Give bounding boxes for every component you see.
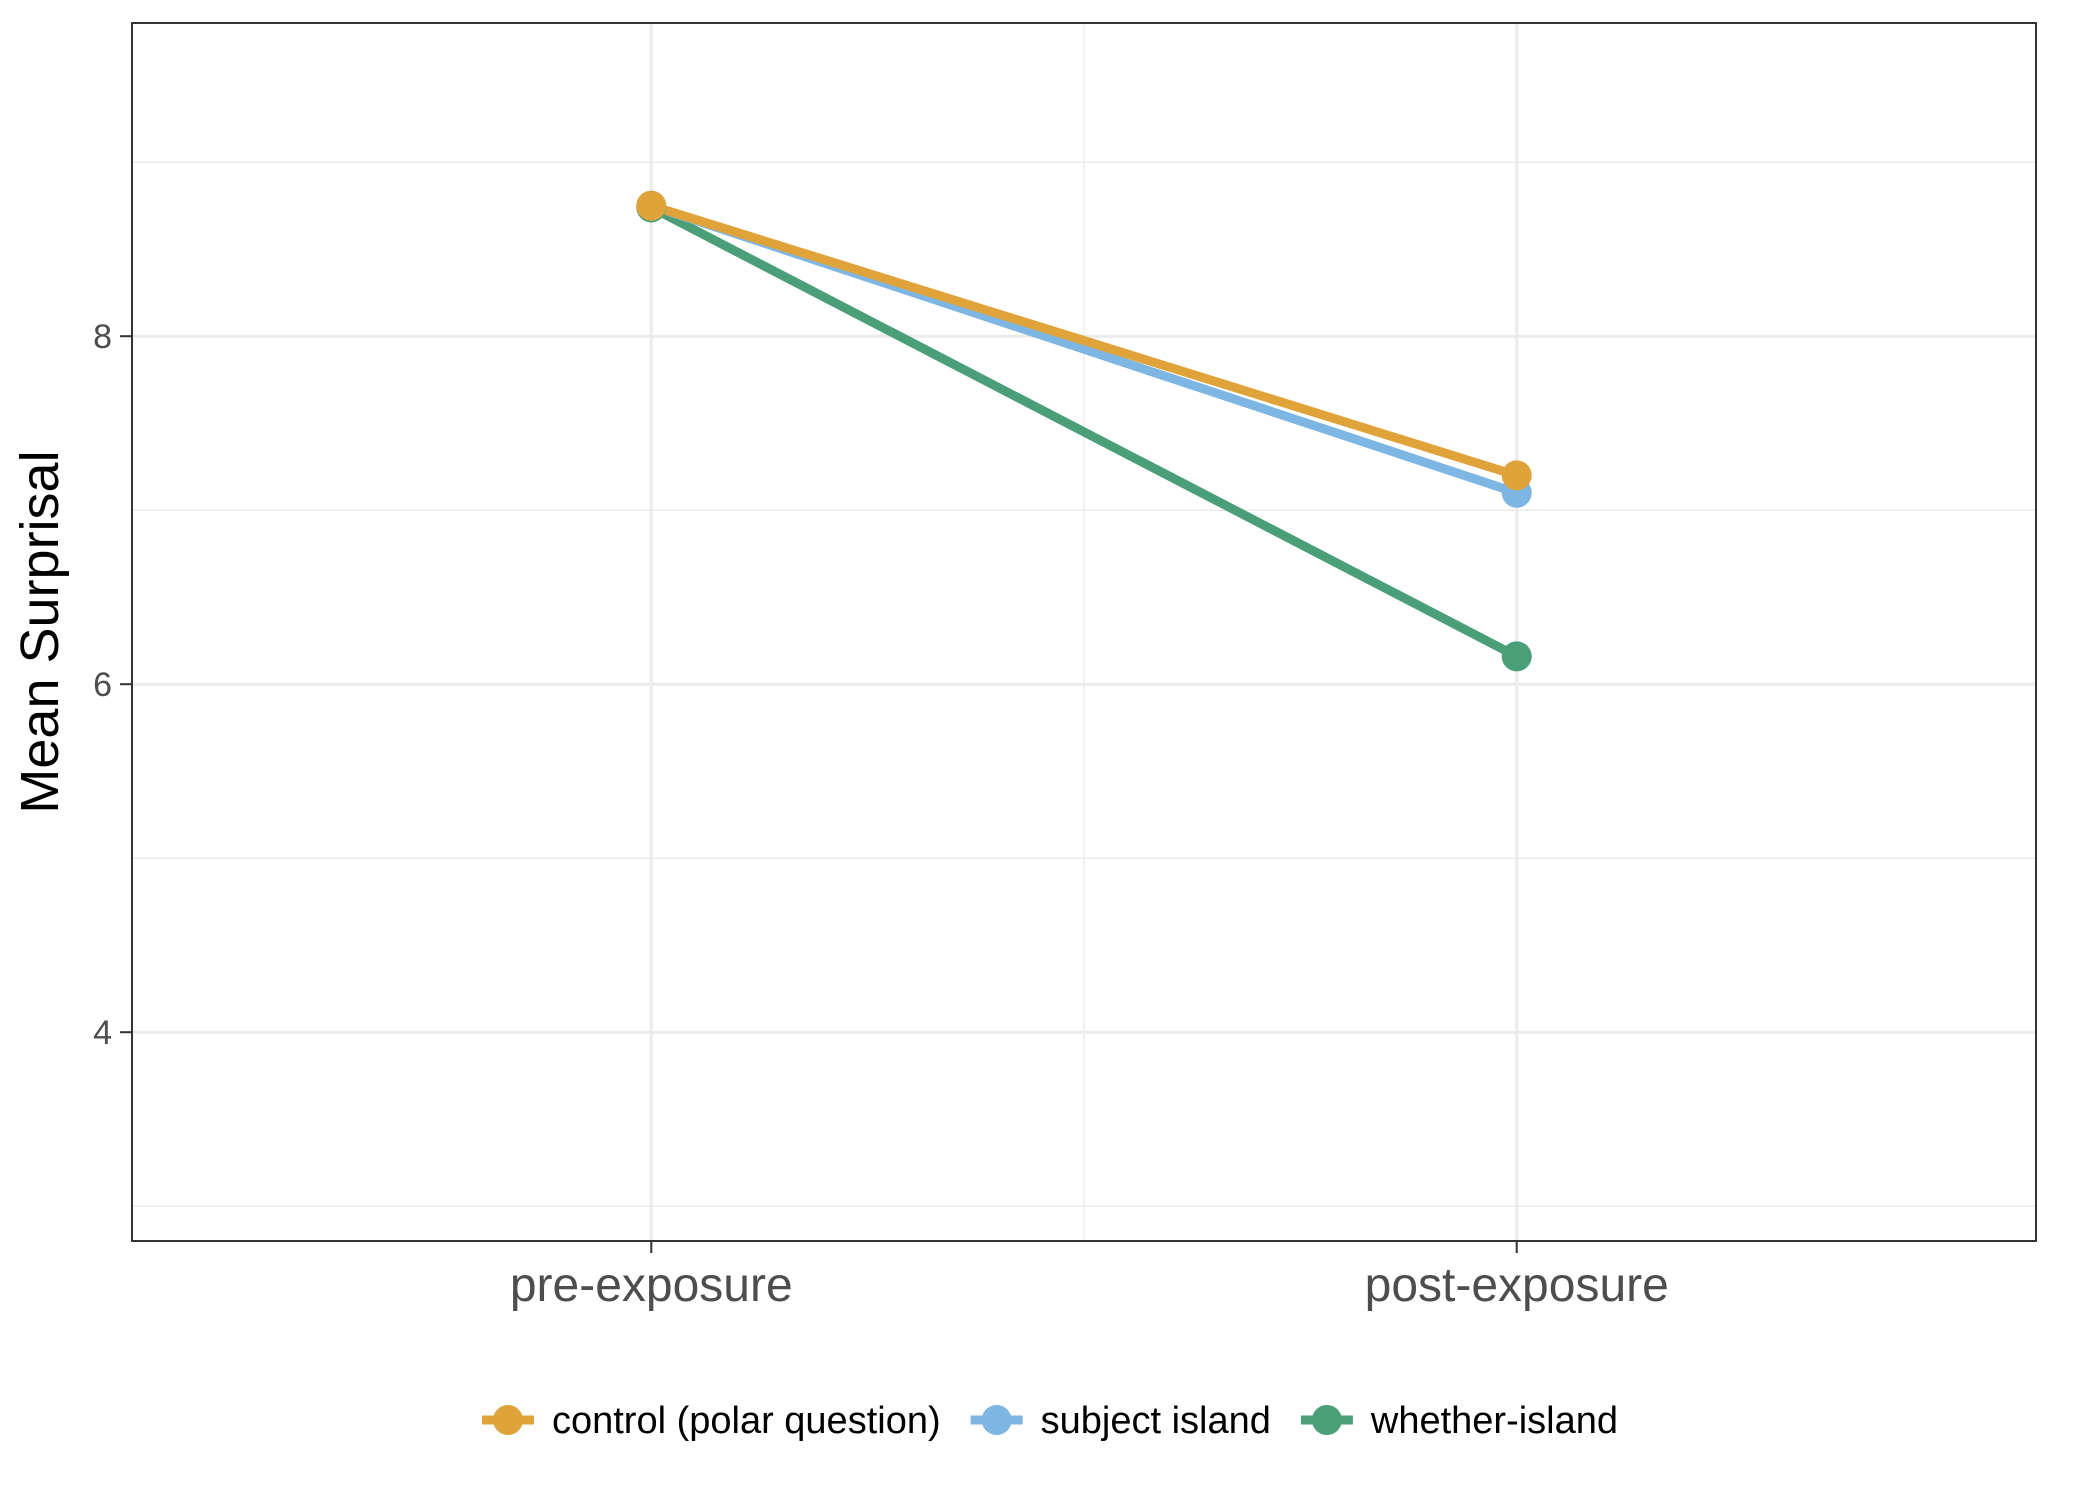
data-point xyxy=(1501,460,1532,491)
x-tick-label: post-exposure xyxy=(1365,1259,1669,1312)
legend-item: subject island xyxy=(970,1400,1271,1442)
y-tick-label: 4 xyxy=(93,1014,112,1052)
legend-label: subject island xyxy=(1041,1400,1271,1442)
panel-border xyxy=(131,22,2037,1242)
plot-panel xyxy=(131,22,2037,1242)
legend-key-point xyxy=(981,1405,1012,1435)
x-tick-label: pre-exposure xyxy=(510,1259,793,1312)
minor-gridlines xyxy=(132,23,2036,1241)
series-line xyxy=(646,201,1522,480)
legend-item: control (polar question) xyxy=(481,1400,941,1442)
data-point xyxy=(636,190,667,221)
series-line xyxy=(646,202,1522,661)
x-axis: pre-exposure post-exposure xyxy=(510,1241,1669,1312)
legend-key-point xyxy=(492,1405,523,1435)
y-axis-title: Mean Surprisal xyxy=(10,450,70,813)
y-axis: 4 6 8 xyxy=(93,318,132,1052)
legend-label: whether-island xyxy=(1370,1400,1618,1442)
y-tick-label: 6 xyxy=(93,666,112,704)
y-tick-label: 8 xyxy=(93,318,112,356)
legend-label: control (polar question) xyxy=(552,1400,941,1442)
data-point xyxy=(1501,641,1532,672)
series-points xyxy=(636,190,1532,672)
legend-key-point xyxy=(1311,1405,1342,1435)
legend-item: whether-island xyxy=(1300,1400,1618,1442)
legend: control (polar question) subject island wh… xyxy=(481,1400,1618,1442)
series-lines xyxy=(646,201,1522,661)
